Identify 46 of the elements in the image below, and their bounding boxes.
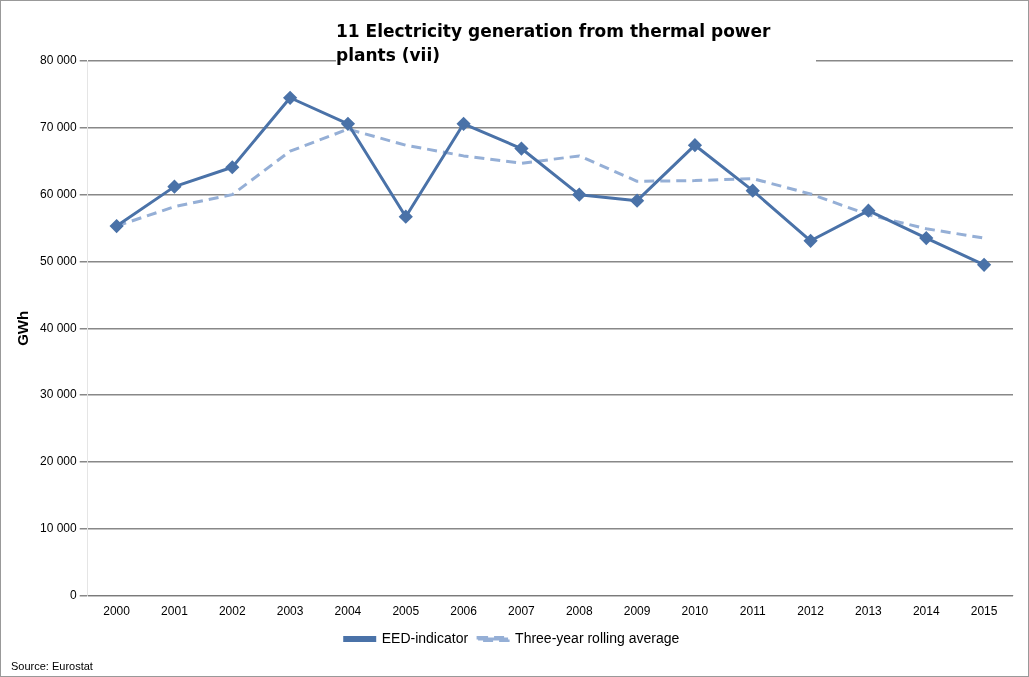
point: [861, 204, 875, 218]
x-tick-label: 2003: [276, 604, 304, 619]
x-tick-label: 2004: [334, 604, 362, 619]
point: [977, 258, 991, 272]
x-tick-label: 2007: [508, 604, 536, 619]
y-tick-label: 60 000: [40, 186, 78, 201]
source-note: Source: Eurostat: [11, 660, 93, 672]
point: [514, 142, 528, 156]
point: [225, 160, 239, 174]
x-tick-label: 2008: [565, 604, 593, 619]
x-tick-label: 2013: [855, 604, 883, 619]
y-tick-label: 20 000: [40, 454, 78, 469]
y-axis-title: GWh: [14, 310, 32, 346]
x-tick-label: 2011: [739, 604, 766, 619]
point: [572, 188, 586, 202]
point: [167, 180, 181, 194]
point: [283, 91, 297, 105]
point: [399, 210, 413, 224]
y-tick-label: 80 000: [40, 53, 78, 68]
point: [804, 234, 818, 248]
x-tick-label: 2005: [392, 604, 420, 619]
chart-title: 11 Electricity generation from thermal power plants (vii): [336, 19, 816, 67]
y-tick-label: 10 000: [40, 521, 78, 536]
point: [110, 219, 124, 233]
x-tick-label: 2000: [103, 604, 131, 619]
y-tick-label: 40 000: [40, 320, 78, 335]
point: [341, 117, 355, 131]
x-tick-label: 2001: [161, 604, 189, 619]
point: [457, 117, 471, 131]
x-tick-label: 2015: [970, 604, 998, 619]
y-tick-label: 70 000: [40, 120, 78, 135]
x-tick-label: 2014: [912, 604, 940, 619]
legend-label: Three-year rolling average: [515, 629, 680, 646]
point: [630, 194, 644, 208]
x-tick-label: 2010: [681, 604, 709, 619]
x-tick-label: 2002: [218, 604, 246, 619]
y-tick-label: 50 000: [40, 253, 78, 268]
legend-label: EED-indicator: [381, 629, 469, 646]
point: [746, 184, 760, 198]
y-tick-label: 30 000: [40, 387, 78, 402]
point: [919, 231, 933, 245]
y-tick-label: 0: [70, 587, 78, 602]
x-tick-label: 2006: [450, 604, 478, 619]
point: [688, 138, 702, 152]
x-tick-label: 2009: [623, 604, 651, 619]
x-tick-label: 2012: [797, 604, 825, 619]
